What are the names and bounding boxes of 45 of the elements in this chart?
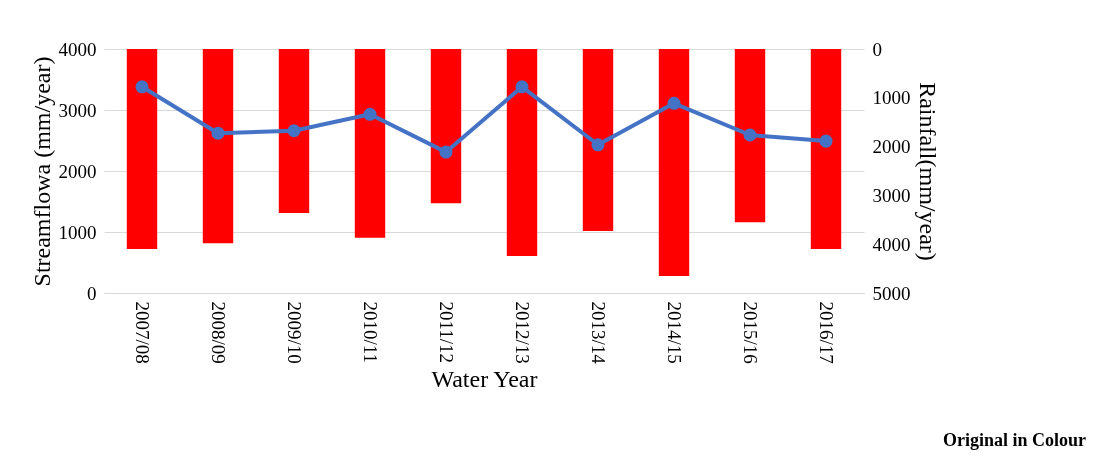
bar xyxy=(354,49,386,238)
x-tick-label: 2007/08 xyxy=(132,301,153,364)
point xyxy=(743,128,757,142)
text: Original in Colour xyxy=(942,430,1086,451)
x-tick-label: 2016/17 xyxy=(816,301,837,364)
x-tick-label: 2008/09 xyxy=(208,301,229,364)
y-tick-label: 3000 xyxy=(58,99,97,121)
y-axis-title: Streamflowa (mm/year) xyxy=(28,56,55,287)
point xyxy=(211,126,225,140)
point xyxy=(667,96,681,110)
point xyxy=(363,107,377,121)
x-tick-label: 2011/12 xyxy=(436,301,457,364)
point xyxy=(135,80,149,94)
y2-tick-label: 3000 xyxy=(872,184,911,206)
bar xyxy=(658,49,690,276)
y-tick-label: 0 xyxy=(87,282,97,304)
bar xyxy=(582,49,614,232)
point xyxy=(819,134,833,148)
bar xyxy=(430,49,462,204)
x-tick-label: 2013/14 xyxy=(588,301,609,365)
point xyxy=(591,138,605,152)
y2-tick-label: 5000 xyxy=(872,282,911,304)
bar xyxy=(810,49,842,250)
y2-tick-label: 0 xyxy=(872,38,882,60)
y2-tick-label: 2000 xyxy=(872,136,911,158)
y2-tick-label: 4000 xyxy=(872,233,911,255)
bar xyxy=(734,49,766,223)
x-tick-label: 2015/16 xyxy=(740,301,761,364)
x-axis-title: Water Year xyxy=(431,365,538,392)
point xyxy=(439,145,453,159)
y2-axis-title: Rainfall(mm/year) xyxy=(914,82,941,261)
bar xyxy=(126,49,158,250)
x-tick-label: 2014/15 xyxy=(664,301,685,364)
y-tick-label: 1000 xyxy=(58,221,97,243)
x-tick-label: 2012/13 xyxy=(512,301,533,364)
bar xyxy=(202,49,234,244)
point xyxy=(287,124,301,138)
bar xyxy=(506,49,538,256)
bar xyxy=(278,49,310,213)
x-tick-label: 2009/10 xyxy=(284,301,305,364)
y2-tick-label: 1000 xyxy=(872,87,911,109)
x-tick-label: 2010/11 xyxy=(360,301,381,364)
y-tick-label: 4000 xyxy=(58,38,97,60)
y-tick-label: 2000 xyxy=(58,160,97,182)
point xyxy=(515,80,529,94)
